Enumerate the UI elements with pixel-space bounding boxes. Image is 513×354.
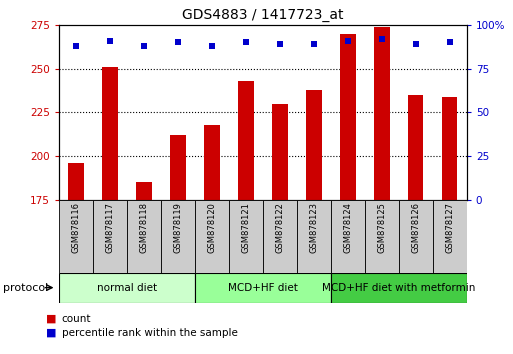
Bar: [408, 95, 424, 200]
Bar: [331, 200, 365, 273]
Text: GSM878116: GSM878116: [71, 202, 81, 253]
Text: GSM878120: GSM878120: [207, 202, 216, 253]
Bar: [68, 163, 84, 200]
Point: [412, 41, 420, 47]
Point: [174, 40, 182, 45]
Point: [140, 43, 148, 48]
Bar: [442, 97, 458, 200]
Text: GSM878125: GSM878125: [378, 202, 386, 253]
Bar: [365, 200, 399, 273]
Point: [276, 41, 284, 47]
Bar: [102, 67, 117, 200]
Bar: [238, 81, 253, 200]
Bar: [272, 104, 288, 200]
Bar: [204, 125, 220, 200]
Text: GSM878124: GSM878124: [343, 202, 352, 253]
Text: MCD+HF diet: MCD+HF diet: [228, 282, 298, 293]
Text: GSM878127: GSM878127: [445, 202, 455, 253]
Point: [72, 43, 80, 48]
Bar: [399, 200, 433, 273]
Text: GSM878118: GSM878118: [140, 202, 148, 253]
Bar: [195, 200, 229, 273]
Bar: [229, 200, 263, 273]
Bar: [263, 200, 297, 273]
Text: ■: ■: [46, 328, 56, 338]
Bar: [59, 200, 93, 273]
Point: [106, 38, 114, 44]
Text: GSM878121: GSM878121: [242, 202, 250, 253]
Bar: [340, 34, 356, 200]
Bar: [59, 273, 195, 303]
Text: percentile rank within the sample: percentile rank within the sample: [62, 328, 238, 338]
Bar: [306, 90, 322, 200]
Point: [446, 40, 454, 45]
Text: GSM878126: GSM878126: [411, 202, 420, 253]
Bar: [161, 200, 195, 273]
Point: [208, 43, 216, 48]
Text: GSM878119: GSM878119: [173, 202, 183, 253]
Bar: [127, 200, 161, 273]
Text: GSM878117: GSM878117: [106, 202, 114, 253]
Bar: [136, 182, 152, 200]
Text: ■: ■: [46, 314, 56, 324]
Bar: [93, 200, 127, 273]
Text: count: count: [62, 314, 91, 324]
Text: MCD+HF diet with metformin: MCD+HF diet with metformin: [322, 282, 476, 293]
Text: protocol: protocol: [3, 282, 48, 293]
Bar: [331, 273, 467, 303]
Point: [378, 36, 386, 42]
Text: GSM878123: GSM878123: [309, 202, 319, 253]
Point: [310, 41, 318, 47]
Title: GDS4883 / 1417723_at: GDS4883 / 1417723_at: [182, 8, 344, 22]
Point: [242, 40, 250, 45]
Text: normal diet: normal diet: [97, 282, 157, 293]
Bar: [433, 200, 467, 273]
Bar: [374, 27, 389, 200]
Text: GSM878122: GSM878122: [275, 202, 284, 253]
Bar: [297, 200, 331, 273]
Bar: [195, 273, 331, 303]
Point: [344, 38, 352, 44]
Bar: [170, 135, 186, 200]
